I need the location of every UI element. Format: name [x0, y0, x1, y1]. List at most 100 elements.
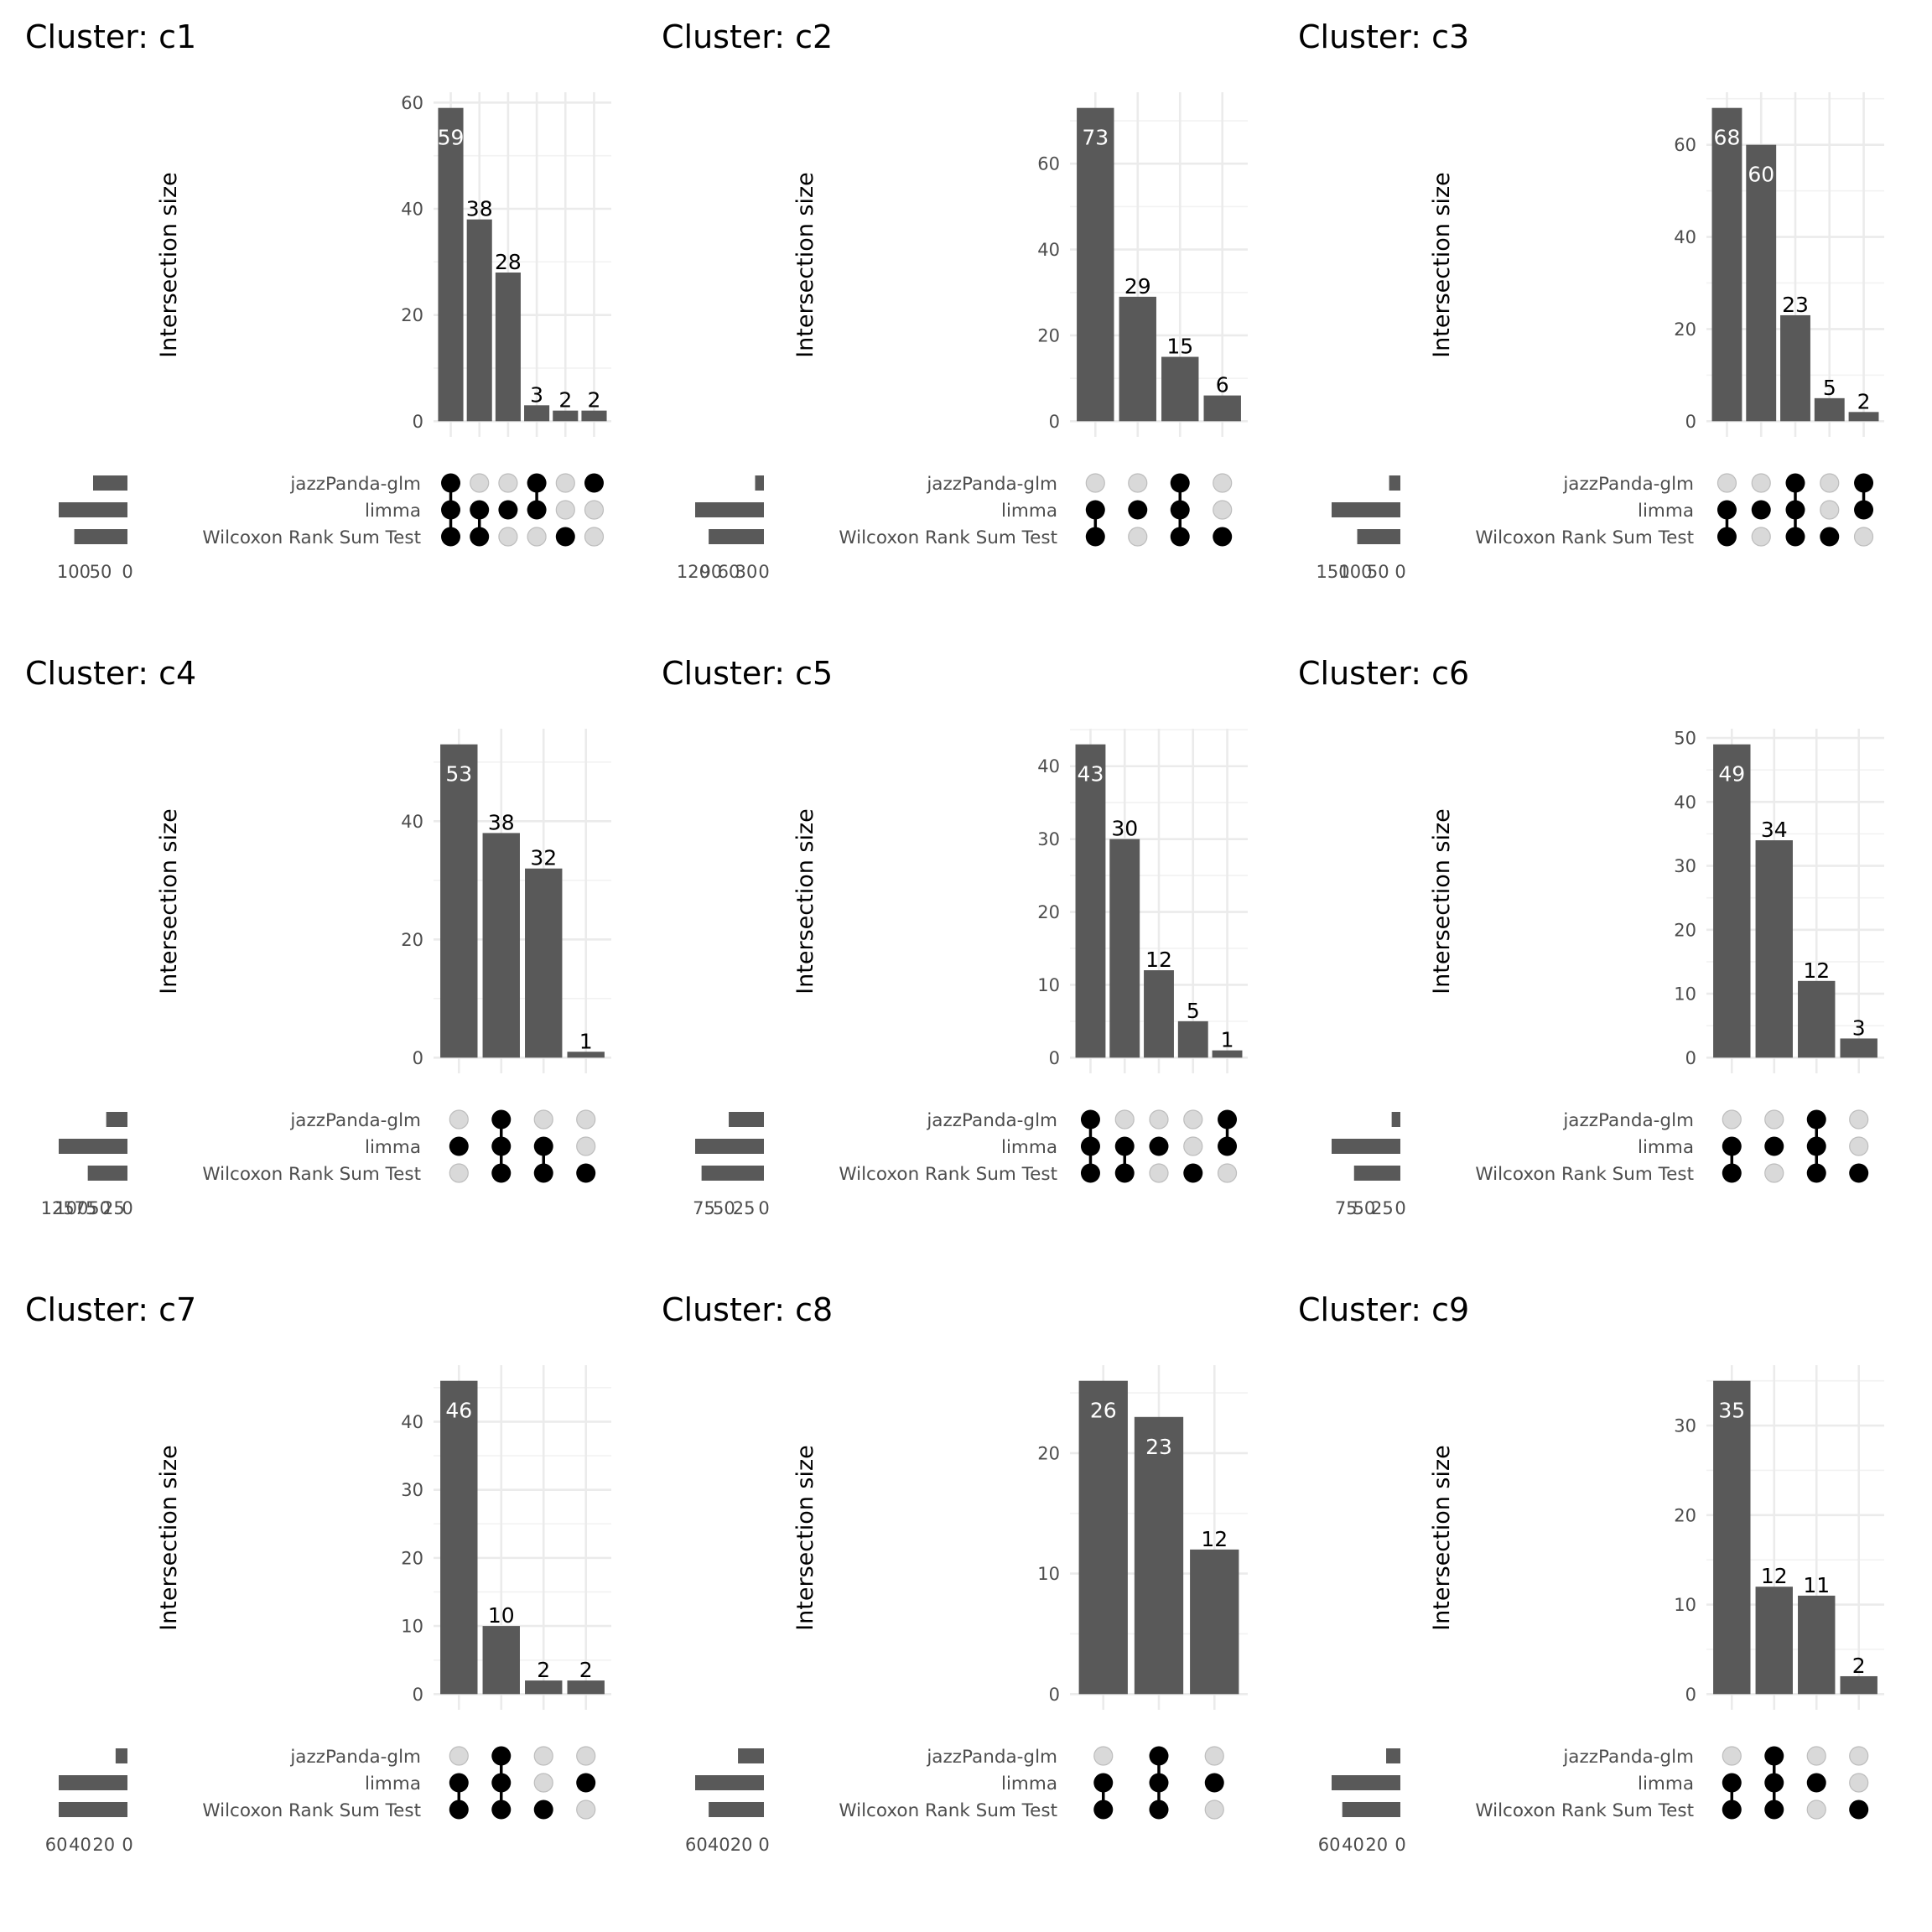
set-label: Wilcoxon Rank Sum Test — [202, 527, 421, 548]
set-size-tick-label: 0 — [758, 1835, 769, 1855]
y-axis-title: Intersection size — [792, 172, 818, 358]
matrix-dot-active — [1854, 500, 1874, 520]
y-tick-label: 0 — [413, 1048, 423, 1068]
y-tick-label: 40 — [1674, 792, 1696, 813]
set-size-bar — [59, 502, 127, 517]
intersection-bars: 49 34 12 3 — [1713, 744, 1877, 1058]
bar-value-label: 2 — [1852, 1654, 1866, 1678]
bar-value-label: 60 — [1748, 163, 1774, 187]
set-label: jazzPanda-glm — [1562, 474, 1694, 495]
intersection-bar — [1161, 356, 1199, 422]
set-size-tick-label: 0 — [1394, 1198, 1405, 1218]
set-size-tick-label: 0 — [1394, 562, 1405, 582]
bar-value-label: 32 — [530, 846, 557, 870]
intersection-matrix — [449, 1109, 596, 1183]
set-labels: jazzPanda-glm limma Wilcoxon Rank Sum Test — [202, 1747, 421, 1821]
set-size-bar — [74, 529, 127, 544]
set-size-tick-label: 25 — [102, 1198, 125, 1218]
set-labels: jazzPanda-glm limma Wilcoxon Rank Sum Test — [202, 474, 421, 548]
set-size-bars — [1332, 475, 1400, 544]
intersection-bar — [1746, 144, 1777, 422]
intersection-matrix — [449, 1746, 596, 1820]
set-size-tick-label: 75 — [1335, 1198, 1358, 1218]
intersection-bars: 46 10 2 2 — [440, 1380, 605, 1695]
y-axis-title: Intersection size — [156, 172, 182, 358]
set-size-tick-label: 50 — [90, 562, 112, 582]
matrix-dot-inactive — [1806, 1800, 1826, 1820]
bar-value-label: 10 — [488, 1603, 515, 1628]
matrix-dot-active — [491, 1773, 512, 1793]
set-label: limma — [1001, 1137, 1057, 1158]
matrix-dot-active — [498, 500, 518, 520]
set-size-bar — [701, 1166, 764, 1181]
y-tick-label: 20 — [1674, 1505, 1696, 1525]
set-label: limma — [1638, 1137, 1694, 1158]
matrix-dot-active — [1764, 1800, 1784, 1820]
bar-value-label: 2 — [537, 1658, 550, 1682]
panel-title: Cluster: c3 — [1298, 18, 1469, 55]
y-axis-ticks: 0 20 40 60 — [1037, 154, 1060, 432]
matrix-dot-active — [449, 1773, 469, 1793]
bar-value-label: 6 — [1216, 373, 1229, 397]
set-size-bar — [1332, 502, 1400, 517]
matrix-dot-inactive — [1849, 1746, 1869, 1766]
bar-value-label: 2 — [558, 388, 572, 413]
matrix-dot-active — [1149, 1800, 1169, 1820]
set-label: limma — [1638, 501, 1694, 522]
set-size-tick-label: 25 — [1371, 1198, 1394, 1218]
matrix-dot-inactive — [1149, 1163, 1169, 1183]
upset-panel-c7: Cluster: c7 Intersection size 0 10 20 30 40 46 1… — [0, 1273, 636, 1909]
set-size-tick-label: 60 — [718, 562, 740, 582]
matrix-dot-inactive — [1213, 500, 1233, 520]
set-size-bar — [1389, 475, 1400, 491]
upset-panel-c9: Cluster: c9 Intersection size 0 10 20 30 35 12 1… — [1273, 1273, 1909, 1909]
intersection-bar — [1212, 1050, 1243, 1058]
set-size-bar — [1391, 1112, 1400, 1127]
panel-title: Cluster: c8 — [662, 1291, 833, 1328]
intersection-bar — [1840, 1038, 1877, 1058]
set-label: limma — [365, 1137, 421, 1158]
set-labels: jazzPanda-glm limma Wilcoxon Rank Sum Test — [839, 474, 1057, 548]
intersection-bar — [1798, 1595, 1836, 1695]
bar-value-label: 5 — [1823, 376, 1836, 400]
matrix-dot-active — [1149, 1746, 1169, 1766]
set-size-axis-ticks: 60 40 20 0 — [1318, 1835, 1406, 1855]
set-size-tick-label: 0 — [122, 1835, 132, 1855]
matrix-dot-active — [527, 500, 547, 520]
set-label: Wilcoxon Rank Sum Test — [202, 1164, 421, 1185]
y-tick-label: 20 — [401, 305, 423, 325]
panel-title: Cluster: c6 — [1298, 655, 1469, 692]
y-axis-title: Intersection size — [1429, 172, 1455, 358]
matrix-dot-inactive — [449, 1109, 469, 1130]
set-size-tick-label: 125 — [41, 1198, 75, 1218]
y-axis-ticks: 0 20 40 — [401, 812, 423, 1068]
y-axis-ticks: 0 10 20 30 — [1674, 1416, 1696, 1705]
matrix-dot-active — [1204, 1773, 1224, 1793]
y-tick-label: 0 — [1049, 1048, 1060, 1068]
matrix-dot-inactive — [533, 1746, 553, 1766]
matrix-dot-inactive — [584, 500, 605, 520]
intersection-bar — [466, 219, 492, 422]
matrix-dot-inactive — [576, 1109, 596, 1130]
matrix-dot-inactive — [555, 473, 575, 493]
set-size-bar — [59, 1775, 127, 1790]
matrix-dot-active — [1080, 1163, 1100, 1183]
matrix-dot-active — [1149, 1136, 1169, 1156]
bar-value-label: 3 — [530, 382, 543, 407]
matrix-dot-active — [1716, 500, 1737, 520]
set-labels: jazzPanda-glm limma Wilcoxon Rank Sum Test — [1475, 1747, 1694, 1821]
bar-value-label: 43 — [1078, 762, 1104, 787]
set-size-bars — [1332, 1112, 1400, 1181]
set-size-tick-label: 75 — [693, 1198, 715, 1218]
y-axis-title: Intersection size — [156, 808, 182, 995]
matrix-dot-active — [533, 1163, 553, 1183]
matrix-dot-active — [1183, 1163, 1203, 1183]
bar-value-label: 38 — [466, 197, 493, 221]
intersection-bar — [1134, 1416, 1184, 1695]
upset-chart-svg: Cluster: c8 Intersection size 0 10 20 26 23 12 j… — [662, 1291, 1248, 1855]
matrix-dot-active — [449, 1136, 469, 1156]
y-tick-label: 0 — [413, 1685, 423, 1705]
